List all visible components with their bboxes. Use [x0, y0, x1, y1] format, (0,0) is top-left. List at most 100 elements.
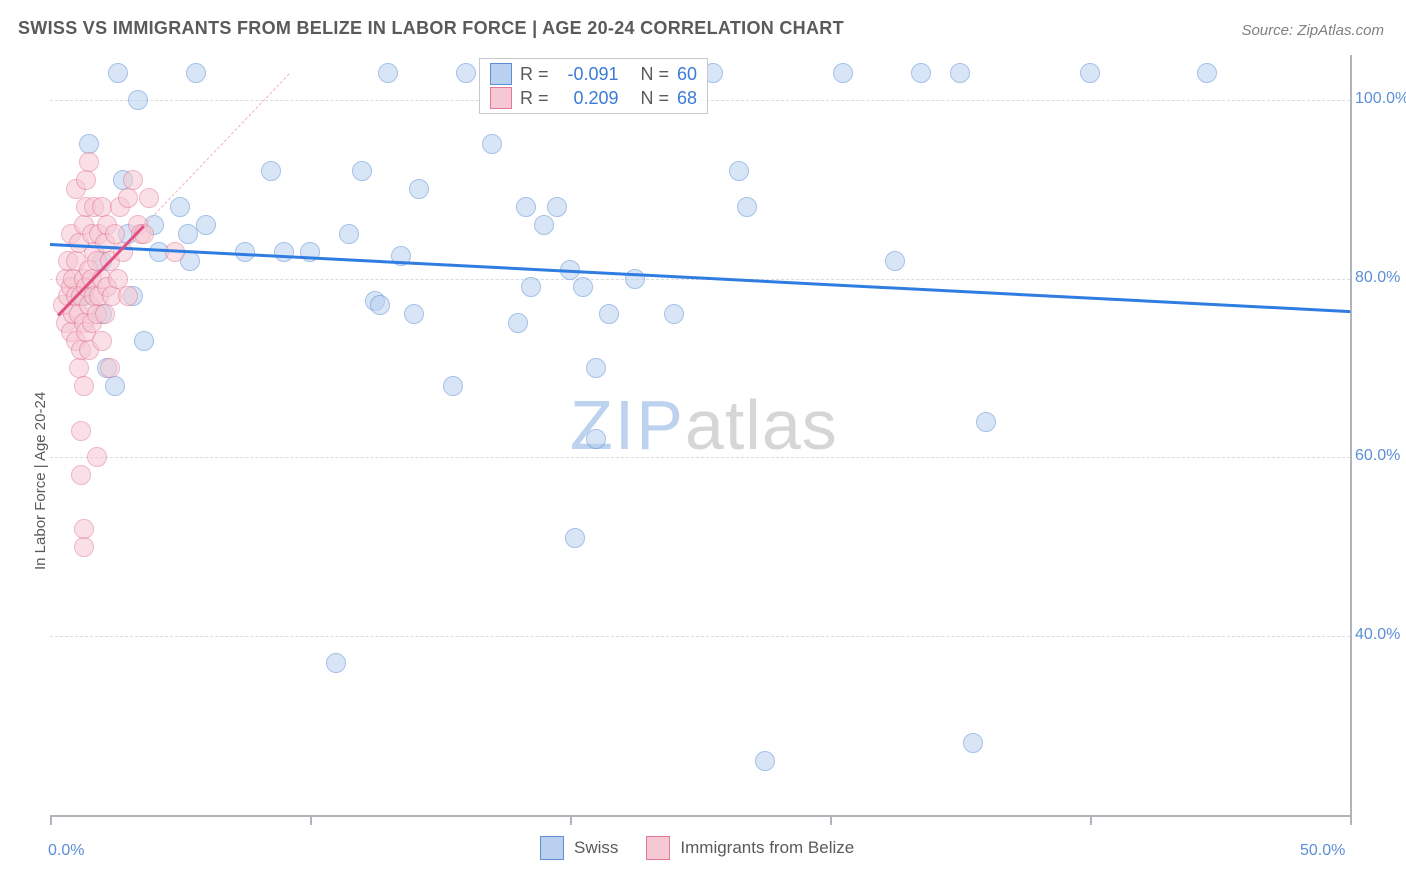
x-tick	[310, 815, 312, 825]
legend-n-value: 68	[677, 88, 697, 109]
scatter-point	[92, 331, 112, 351]
legend-r-value: 0.209	[557, 88, 619, 109]
scatter-point	[482, 134, 502, 154]
scatter-point	[108, 269, 128, 289]
scatter-point	[625, 269, 645, 289]
legend-n-label: N =	[641, 88, 670, 109]
scatter-point	[261, 161, 281, 181]
scatter-point	[1197, 63, 1217, 83]
legend-swatch	[490, 63, 512, 85]
y-axis-label: In Labor Force | Age 20-24	[32, 392, 49, 570]
scatter-point	[108, 63, 128, 83]
scatter-point	[885, 251, 905, 271]
scatter-point	[74, 537, 94, 557]
scatter-point	[71, 421, 91, 441]
legend-row: R = -0.091 N = 60	[490, 63, 697, 85]
scatter-point	[71, 465, 91, 485]
scatter-point	[352, 161, 372, 181]
scatter-point	[516, 197, 536, 217]
scatter-point	[729, 161, 749, 181]
scatter-point	[326, 653, 346, 673]
scatter-point	[737, 197, 757, 217]
scatter-point	[139, 188, 159, 208]
scatter-point	[521, 277, 541, 297]
legend-swatch	[540, 836, 564, 860]
scatter-point	[170, 197, 190, 217]
scatter-point	[443, 376, 463, 396]
scatter-point	[976, 412, 996, 432]
source-label: Source: ZipAtlas.com	[1241, 22, 1384, 39]
scatter-point	[186, 63, 206, 83]
x-tick	[50, 815, 52, 825]
scatter-point	[274, 242, 294, 262]
legend-r-label: R =	[520, 64, 549, 85]
scatter-point	[404, 304, 424, 324]
scatter-point	[178, 224, 198, 244]
scatter-point	[547, 197, 567, 217]
scatter-point	[1080, 63, 1100, 83]
x-tick	[1090, 815, 1092, 825]
y-tick-label: 60.0%	[1355, 447, 1400, 465]
legend-row: R = 0.209 N = 68	[490, 87, 697, 109]
scatter-point	[573, 277, 593, 297]
scatter-point	[911, 63, 931, 83]
x-tick-label: 0.0%	[48, 842, 84, 860]
scatter-point	[196, 215, 216, 235]
legend-n-value: 60	[677, 64, 697, 85]
scatter-point	[128, 90, 148, 110]
series-legend: Swiss Immigrants from Belize	[540, 836, 872, 860]
gridline	[50, 457, 1350, 458]
watermark-atlas: atlas	[685, 386, 838, 464]
scatter-point	[409, 179, 429, 199]
scatter-point	[123, 170, 143, 190]
legend-series-label: Swiss	[574, 838, 618, 858]
watermark-zip: ZIP	[570, 386, 685, 464]
scatter-point	[565, 528, 585, 548]
y-tick-label: 40.0%	[1355, 626, 1400, 644]
scatter-point	[586, 429, 606, 449]
scatter-point	[833, 63, 853, 83]
plot-area: ZIPatlas R =-0.091N =60R =0.209N =68 Swi…	[50, 55, 1352, 817]
correlation-legend: R = -0.091 N = 60 R = 0.209 N = 68	[479, 58, 708, 114]
scatter-point	[79, 152, 99, 172]
scatter-point	[755, 751, 775, 771]
scatter-point	[74, 519, 94, 539]
scatter-point	[100, 358, 120, 378]
watermark: ZIPatlas	[570, 385, 838, 465]
scatter-point	[87, 447, 107, 467]
scatter-point	[534, 215, 554, 235]
scatter-point	[456, 63, 476, 83]
trend-line	[143, 73, 289, 226]
scatter-point	[508, 313, 528, 333]
scatter-point	[105, 376, 125, 396]
scatter-point	[134, 331, 154, 351]
scatter-point	[378, 63, 398, 83]
x-tick	[830, 815, 832, 825]
legend-r-value: -0.091	[557, 64, 619, 85]
y-tick-label: 100.0%	[1355, 90, 1406, 108]
legend-swatch	[646, 836, 670, 860]
y-tick-label: 80.0%	[1355, 269, 1400, 287]
legend-n-label: N =	[641, 64, 670, 85]
legend-r-label: R =	[520, 88, 549, 109]
scatter-point	[950, 63, 970, 83]
scatter-point	[118, 188, 138, 208]
gridline	[50, 636, 1350, 637]
chart-title: SWISS VS IMMIGRANTS FROM BELIZE IN LABOR…	[18, 18, 844, 39]
scatter-point	[118, 286, 138, 306]
legend-swatch	[490, 87, 512, 109]
scatter-point	[370, 295, 390, 315]
scatter-point	[664, 304, 684, 324]
scatter-point	[74, 376, 94, 396]
legend-series-label: Immigrants from Belize	[680, 838, 854, 858]
scatter-point	[69, 358, 89, 378]
scatter-point	[95, 304, 115, 324]
scatter-point	[599, 304, 619, 324]
scatter-point	[76, 170, 96, 190]
scatter-point	[586, 358, 606, 378]
scatter-point	[963, 733, 983, 753]
scatter-point	[92, 197, 112, 217]
scatter-point	[339, 224, 359, 244]
x-tick-label: 50.0%	[1300, 842, 1345, 860]
x-tick	[1350, 815, 1352, 825]
